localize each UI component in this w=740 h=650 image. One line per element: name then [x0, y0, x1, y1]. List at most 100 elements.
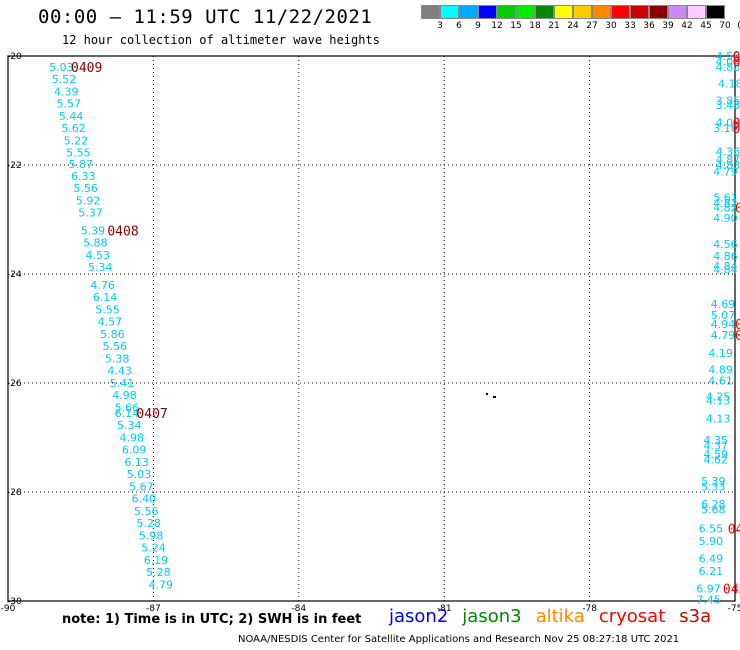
pass-time-label: 0409: [71, 61, 102, 76]
pass-time-label: 0432: [735, 318, 740, 333]
wave-height-label: 5.92: [76, 194, 101, 207]
wave-height-label: 4.79: [149, 579, 174, 592]
scale-swatch: [478, 5, 497, 19]
wave-height-label: 4.79: [713, 166, 738, 179]
scale-swatch: [554, 5, 573, 19]
wave-height-label: 5.56: [134, 505, 159, 518]
x-tick-label: -78: [582, 604, 597, 614]
wave-height-label: 3.48: [716, 99, 740, 112]
pass-time-label: 0433: [723, 582, 740, 597]
wave-height-label: 5.28: [136, 517, 161, 530]
wave-height-label: 6.19: [144, 554, 169, 567]
scale-label: 45: [700, 21, 712, 31]
scale-label: 9: [475, 21, 481, 31]
satellite-legend-item: jason2: [389, 606, 449, 627]
scale-swatch: [630, 5, 649, 19]
chart-subtitle: 12 hour collection of altimeter wave hei…: [62, 33, 380, 47]
wave-height-label: 7.45: [696, 593, 721, 606]
wave-height-label: 4.36: [716, 145, 740, 158]
scale-swatch: [497, 5, 516, 19]
wave-height-label: 5.28: [146, 566, 171, 579]
wave-height-label: 5.07: [711, 309, 736, 322]
wave-height-label: 5.61: [713, 192, 738, 205]
wave-height-label: 4.53: [86, 249, 111, 262]
satellite-legend-item: cryosat: [598, 606, 666, 627]
wave-height-label: 4.98: [112, 389, 137, 402]
satellite-legend-item: s3a: [679, 606, 712, 627]
pass-time-label: 0408: [107, 224, 138, 239]
wave-height-label: 4.82: [713, 202, 738, 215]
pass-time-label: 043: [733, 122, 740, 137]
scale-label: 39: [662, 21, 674, 31]
wave-height-label: 3.85: [716, 95, 740, 108]
satellite-legend-item: altika: [535, 606, 585, 627]
wave-height-label: 4.82: [713, 197, 738, 210]
wave-height-label: 4.62: [703, 453, 728, 466]
credit-line: NOAA/NESDIS Center for Satellite Applica…: [238, 634, 680, 645]
scale-swatch: [706, 5, 725, 19]
wave-height-label: 5.55: [66, 146, 91, 159]
wave-height-label: 6.40: [132, 493, 157, 506]
wave-height-label: 4.19: [708, 347, 733, 360]
scale-label: 33: [624, 21, 636, 31]
wave-height-label: 5.86: [100, 328, 125, 341]
wave-height-label: 4.90: [713, 212, 738, 225]
scale-swatch: [535, 5, 554, 19]
scale-label: 42: [681, 21, 693, 31]
scale-swatch: [668, 5, 687, 19]
wave-height-label: 6.14: [93, 291, 118, 304]
wave-height-label: 5.66: [115, 402, 140, 415]
wave-height-label: 4.94: [711, 318, 736, 331]
scale-label: 15: [510, 21, 522, 31]
scale-label: 12: [491, 21, 503, 31]
wave-height-label: 4.76: [90, 279, 115, 292]
wave-height-label: 5.67: [129, 481, 154, 494]
wave-height-label: 5.24: [141, 542, 166, 555]
wave-height-label: 6.28: [701, 498, 726, 511]
wave-height-label: 4.59: [703, 448, 728, 461]
scale-label: 18: [529, 21, 541, 31]
scale-label: 3: [437, 21, 443, 31]
wave-height-label: 6.55: [699, 523, 724, 536]
wave-height-label: 4.08: [716, 55, 740, 68]
wave-height-label: 5.39: [701, 475, 726, 488]
y-tick-label: -20: [7, 52, 22, 62]
y-tick-label: -30: [7, 597, 22, 607]
scale-swatch: [459, 5, 478, 19]
x-tick-label: -75: [728, 604, 740, 614]
footer-note: note: 1) Time is in UTC; 2) SWH is in fe…: [62, 612, 362, 627]
satellite-legend: jason2 jason3 altika cryosat s3a: [389, 606, 725, 627]
wave-height-label: 4.89: [708, 363, 733, 376]
x-tick-label: -87: [146, 604, 161, 614]
wave-height-label: 5.37: [78, 206, 103, 219]
wave-height-label: 4.25: [706, 391, 731, 404]
scale-swatch: [421, 5, 440, 19]
wave-height-label: 5.52: [52, 73, 76, 86]
wave-height-label: 4.13: [706, 394, 731, 407]
pass-time-label: 04: [733, 55, 740, 70]
wave-height-label: 5.41: [110, 377, 135, 390]
wave-height-label: 5.55: [95, 303, 120, 316]
wave-height-label: 4.84: [713, 260, 738, 273]
y-tick-label: -26: [7, 379, 22, 389]
y-tick-label: -22: [7, 161, 22, 171]
x-tick-label: -81: [437, 604, 452, 614]
scale-label: 27: [586, 21, 598, 31]
pass-time-label: 043: [733, 116, 740, 131]
wave-height-label: 4.43: [107, 364, 131, 377]
land-mark: [486, 393, 488, 395]
plot-frame: [7, 55, 736, 602]
scale-swatch: [649, 5, 668, 19]
wave-height-label: 5.44: [59, 110, 84, 123]
wave-height-label: 6.09: [122, 443, 147, 456]
scale-label: 24: [567, 21, 579, 31]
x-tick-label: -90: [1, 604, 16, 614]
scale-label: 36: [643, 21, 655, 31]
wave-height-label: 5.34: [117, 419, 142, 432]
scale-swatch: [687, 5, 706, 19]
wave-height-label: 6.33: [71, 170, 96, 183]
wave-height-label: 4.07: [716, 116, 740, 129]
wave-height-label: 5.33: [701, 481, 726, 494]
wave-height-label: 4.98: [119, 432, 143, 445]
